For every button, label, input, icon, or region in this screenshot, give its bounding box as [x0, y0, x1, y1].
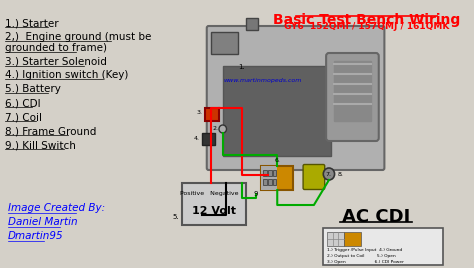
- Text: Dmartin95: Dmartin95: [8, 231, 63, 241]
- Bar: [202, 133, 215, 145]
- Text: 2,)  Engine ground (must be: 2,) Engine ground (must be: [5, 32, 151, 42]
- Text: 3.) Open                     6.) CDI Power: 3.) Open 6.) CDI Power: [327, 260, 404, 264]
- Text: Image Created By:: Image Created By:: [8, 203, 105, 213]
- FancyBboxPatch shape: [303, 165, 325, 189]
- Bar: [327, 232, 344, 246]
- Text: 12 Volt: 12 Volt: [192, 206, 236, 216]
- Text: Basic Test Bench Wiring: Basic Test Bench Wiring: [273, 13, 460, 27]
- Text: 4.) Ignition switch (Key): 4.) Ignition switch (Key): [5, 70, 128, 80]
- Text: 1.) Starter: 1.) Starter: [5, 18, 58, 28]
- Circle shape: [323, 168, 335, 180]
- Bar: [323, 228, 443, 265]
- Text: 5.: 5.: [173, 214, 180, 220]
- Text: 2.: 2.: [213, 125, 219, 131]
- Text: 4.: 4.: [193, 136, 199, 142]
- Text: 5.) Battery: 5.) Battery: [5, 84, 61, 94]
- Bar: [263, 170, 267, 176]
- Text: 1.) Trigger /Pulse Input  4.) Ground: 1.) Trigger /Pulse Input 4.) Ground: [327, 248, 402, 252]
- Bar: [261, 166, 293, 190]
- FancyBboxPatch shape: [326, 53, 379, 141]
- Text: GY6  152QMI / 157QMJ / 161QMK: GY6 152QMI / 157QMJ / 161QMK: [284, 22, 449, 31]
- Text: 9: 9: [254, 191, 258, 197]
- Bar: [261, 166, 277, 190]
- Bar: [246, 18, 257, 30]
- Text: 7.) Coil: 7.) Coil: [5, 112, 42, 122]
- Text: 1.: 1.: [239, 64, 246, 70]
- Text: 8.: 8.: [337, 172, 343, 177]
- FancyBboxPatch shape: [207, 26, 384, 170]
- Bar: [268, 179, 272, 185]
- Bar: [273, 170, 276, 176]
- Text: Positive   Negative: Positive Negative: [180, 191, 239, 196]
- Bar: [344, 232, 361, 246]
- Text: 8.) Frame Ground: 8.) Frame Ground: [5, 126, 96, 136]
- Text: 2.) Output to Coil         5.) Open: 2.) Output to Coil 5.) Open: [327, 254, 396, 258]
- Bar: [223, 66, 331, 156]
- Text: 7.: 7.: [325, 172, 331, 177]
- Bar: [211, 32, 238, 54]
- Text: 9.) Kill Switch: 9.) Kill Switch: [5, 140, 75, 150]
- Bar: [268, 170, 272, 176]
- Text: grounded to frame): grounded to frame): [5, 43, 107, 53]
- Bar: [263, 179, 267, 185]
- Bar: [205, 108, 219, 121]
- Text: 6.) CDI: 6.) CDI: [5, 98, 40, 108]
- Text: Daniel Martin: Daniel Martin: [8, 217, 77, 227]
- Circle shape: [219, 125, 227, 133]
- Bar: [273, 179, 276, 185]
- Text: 3.: 3.: [196, 110, 202, 114]
- Bar: [334, 61, 371, 121]
- Text: www.martinmopeds.com: www.martinmopeds.com: [224, 78, 302, 83]
- Text: 3.) Starter Solenoid: 3.) Starter Solenoid: [5, 57, 107, 67]
- Bar: [182, 183, 246, 225]
- Text: AC CDI: AC CDI: [342, 208, 410, 226]
- Text: 6.: 6.: [274, 158, 280, 163]
